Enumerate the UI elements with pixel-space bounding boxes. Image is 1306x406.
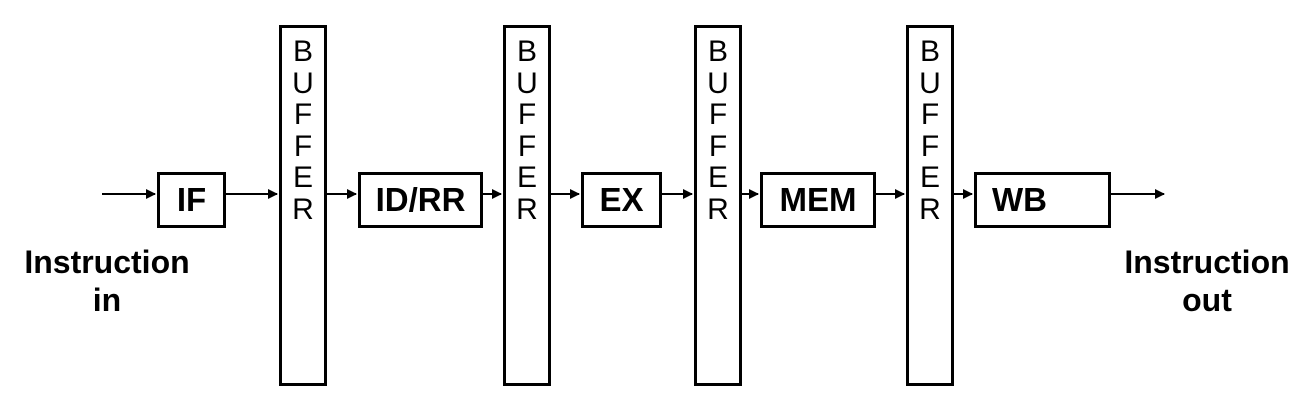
stage-ex-label: EX [599, 181, 644, 218]
buffer-4-letter: E [919, 161, 940, 194]
buffer-3: B U F F E R [694, 25, 742, 386]
buffer-2-letter: R [516, 192, 538, 226]
buffer-2: B U F F E R [503, 25, 551, 386]
buffer-1: B U F F E R [279, 25, 327, 386]
instruction-in-label: Instruction in [18, 243, 196, 319]
instruction-in-line2: in [92, 282, 122, 318]
buffer-3-letter: F [708, 129, 728, 163]
buffer-2-letter: F [517, 129, 537, 163]
buffer-2-letter: E [516, 161, 537, 194]
buffer-3-letter: E [707, 161, 728, 194]
buffer-4: B U F F E R [906, 25, 954, 386]
buffer-2-letter: U [516, 66, 538, 100]
stage-ex: EX [581, 172, 662, 228]
stage-wb: WB [974, 172, 1111, 228]
buffer-4-letter: F [920, 98, 940, 131]
buffer-4-letter: F [920, 129, 940, 163]
buffer-2-letter: B [516, 35, 537, 68]
instruction-out-label: Instruction out [1118, 243, 1296, 319]
stage-if-label: IF [176, 181, 207, 218]
stage-id-rr: ID/RR [358, 172, 483, 228]
buffer-3-letter: U [707, 66, 729, 100]
buffer-1-letter: F [293, 98, 313, 131]
stage-mem: MEM [760, 172, 876, 228]
buffer-2-letter: F [517, 98, 537, 131]
stage-mem-label: MEM [779, 181, 857, 218]
buffer-1-letter: E [292, 161, 313, 194]
buffer-4-letter: B [919, 35, 940, 68]
buffer-3-letter: R [707, 192, 729, 226]
instruction-in-line1: Instruction [24, 244, 190, 280]
buffer-1-letter: F [293, 129, 313, 163]
stage-if: IF [157, 172, 226, 228]
buffer-3-letter: B [707, 35, 728, 68]
buffer-1-letter: R [292, 192, 314, 226]
buffer-1-letter: U [292, 66, 314, 100]
instruction-out-line2: out [1182, 282, 1232, 318]
instruction-out-line1: Instruction [1124, 244, 1290, 280]
buffer-4-letter: R [919, 192, 941, 226]
stage-id-rr-label: ID/RR [375, 181, 466, 218]
buffer-3-letter: F [708, 98, 728, 131]
buffer-1-letter: B [292, 35, 313, 68]
stage-wb-label: WB [992, 181, 1047, 218]
buffer-4-letter: U [919, 66, 941, 100]
